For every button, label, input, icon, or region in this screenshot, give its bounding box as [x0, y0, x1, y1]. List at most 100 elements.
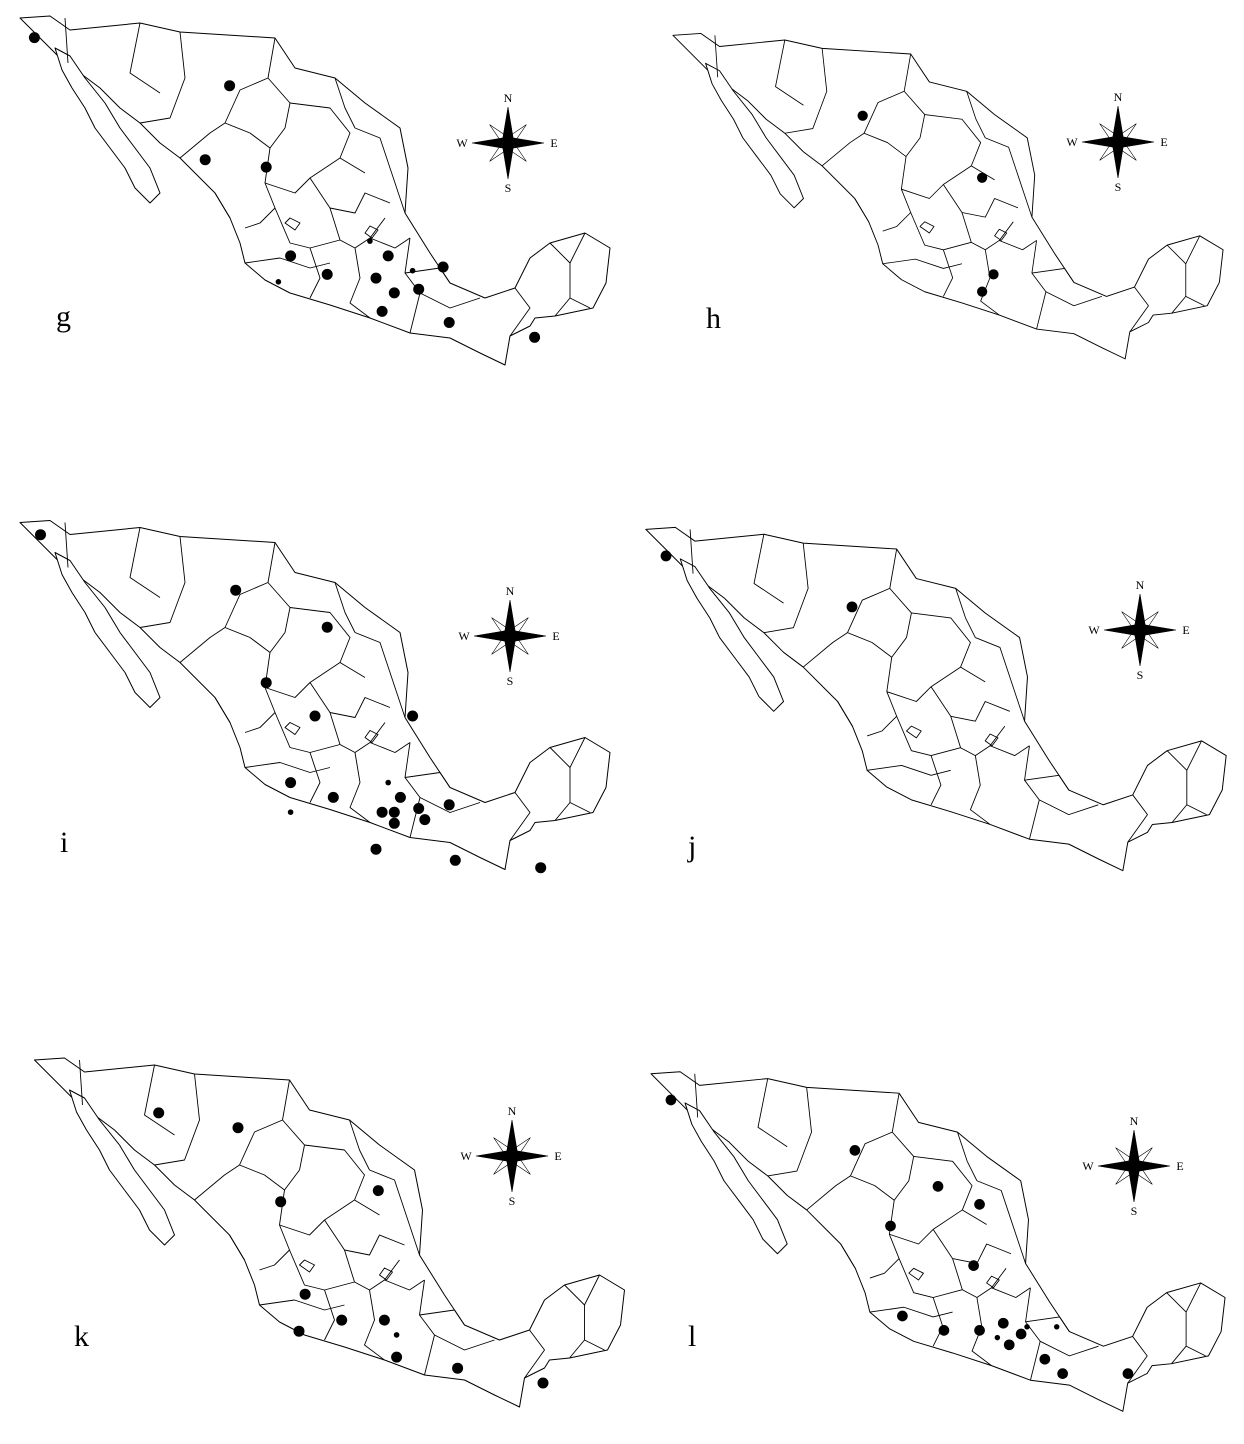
- occurrence-point: [529, 331, 541, 343]
- occurrence-point: [974, 1325, 985, 1336]
- occurrence-point: [385, 779, 392, 786]
- state-boundary: [154, 1073, 200, 1166]
- state-boundary: [889, 548, 912, 638]
- state-boundary: [364, 225, 379, 239]
- state-boundary: [910, 212, 972, 251]
- occurrence-point: [409, 267, 416, 274]
- country-outline: [19, 520, 611, 870]
- state-boundary: [867, 657, 898, 737]
- state-boundary: [1039, 799, 1099, 816]
- state-boundary: [955, 588, 976, 638]
- occurrence-point: [419, 814, 431, 826]
- compass-n: N: [508, 1104, 517, 1118]
- state-boundary: [349, 1119, 370, 1171]
- state-boundary: [966, 91, 986, 139]
- state-boundary: [274, 712, 341, 753]
- country-outline: [650, 1071, 1226, 1412]
- state-boundary: [369, 1169, 420, 1256]
- state-boundary: [1025, 1316, 1070, 1332]
- state-boundary: [267, 37, 291, 129]
- occurrence-point: [275, 1196, 287, 1208]
- occurrence-point: [285, 250, 297, 262]
- occurrence-point: [994, 1334, 1001, 1341]
- map-panel-g: N S E W g: [10, 8, 611, 388]
- state-boundary: [129, 22, 161, 94]
- occurrence-point: [327, 791, 339, 803]
- state-boundary: [753, 534, 784, 604]
- state-boundary: [364, 730, 379, 743]
- state-boundary: [1024, 745, 1040, 840]
- occurrence-point: [443, 317, 455, 328]
- state-boundary: [802, 587, 890, 668]
- occurrence-point: [388, 817, 400, 829]
- occurrence-point: [199, 154, 211, 166]
- occurrence-point: [1122, 1368, 1134, 1379]
- state-boundary: [975, 637, 1025, 722]
- compass-w: W: [1082, 1159, 1094, 1173]
- state-boundary: [854, 198, 870, 223]
- state-boundary: [984, 733, 999, 747]
- state-boundary: [244, 257, 331, 269]
- occurrence-point: [1015, 1328, 1027, 1340]
- occurrence-point: [1053, 1324, 1060, 1330]
- mexico-map-j: [645, 526, 1227, 872]
- map-panel-k: N S E W k: [22, 1050, 625, 1430]
- occurrence-point: [376, 806, 388, 818]
- compass-s: S: [509, 1194, 516, 1208]
- state-boundary: [896, 716, 961, 757]
- occurrence-point: [413, 803, 425, 814]
- occurrence-point: [394, 791, 406, 803]
- state-boundary: [891, 1093, 915, 1181]
- occurrence-point: [897, 1310, 908, 1322]
- compass-s: S: [507, 674, 514, 688]
- state-boundary: [369, 237, 411, 249]
- occurrence-point: [153, 1107, 165, 1119]
- occurrence-point: [388, 806, 400, 818]
- state-boundary: [942, 184, 1019, 218]
- state-boundary: [524, 1329, 545, 1379]
- occurrence-point: [976, 172, 988, 183]
- occurrence-point: [382, 250, 394, 262]
- state-boundary: [129, 527, 161, 598]
- state-boundary: [889, 1209, 963, 1245]
- peninsula-outline: [684, 1102, 788, 1255]
- occurrence-point: [660, 550, 672, 562]
- state-boundary: [991, 1287, 1031, 1298]
- state-boundary: [837, 701, 853, 727]
- state-boundary: [767, 1087, 812, 1177]
- state-boundary: [64, 17, 69, 64]
- panel-label-j: j: [688, 830, 697, 863]
- occurrence-point: [846, 601, 858, 613]
- mexico-map-g: [19, 15, 611, 366]
- state-boundary: [757, 1078, 788, 1148]
- occurrence-point: [849, 1145, 861, 1156]
- occurrence-point: [976, 286, 988, 297]
- state-boundary: [224, 122, 286, 149]
- occurrence-point: [1057, 1368, 1068, 1379]
- state-boundary: [903, 53, 926, 138]
- panel-label-g: g: [56, 300, 71, 333]
- state-boundary: [419, 292, 481, 309]
- occurrence-point: [287, 809, 294, 815]
- occurrence-point: [230, 584, 242, 596]
- state-boundary: [64, 522, 69, 568]
- state-boundary: [284, 722, 301, 735]
- compass-e: E: [552, 629, 559, 643]
- map-panel-l: N S E W l: [638, 1064, 1238, 1444]
- state-boundary: [1045, 291, 1102, 307]
- compass-e: E: [1160, 135, 1167, 149]
- occurrence-point: [321, 621, 333, 633]
- state-boundary: [509, 287, 531, 337]
- state-boundary: [384, 1279, 425, 1291]
- state-boundary: [919, 221, 935, 234]
- occurrence-point: [285, 777, 297, 789]
- compass-e: E: [1176, 1159, 1183, 1173]
- state-boundary: [279, 1199, 355, 1236]
- panel-label-l: l: [688, 1320, 697, 1353]
- occurrence-point: [449, 854, 461, 866]
- mexico-map-h: [672, 32, 1224, 360]
- peninsula-outline: [54, 552, 161, 708]
- compass-s: S: [1115, 180, 1122, 194]
- state-boundary: [324, 1289, 335, 1341]
- state-boundary: [969, 755, 991, 825]
